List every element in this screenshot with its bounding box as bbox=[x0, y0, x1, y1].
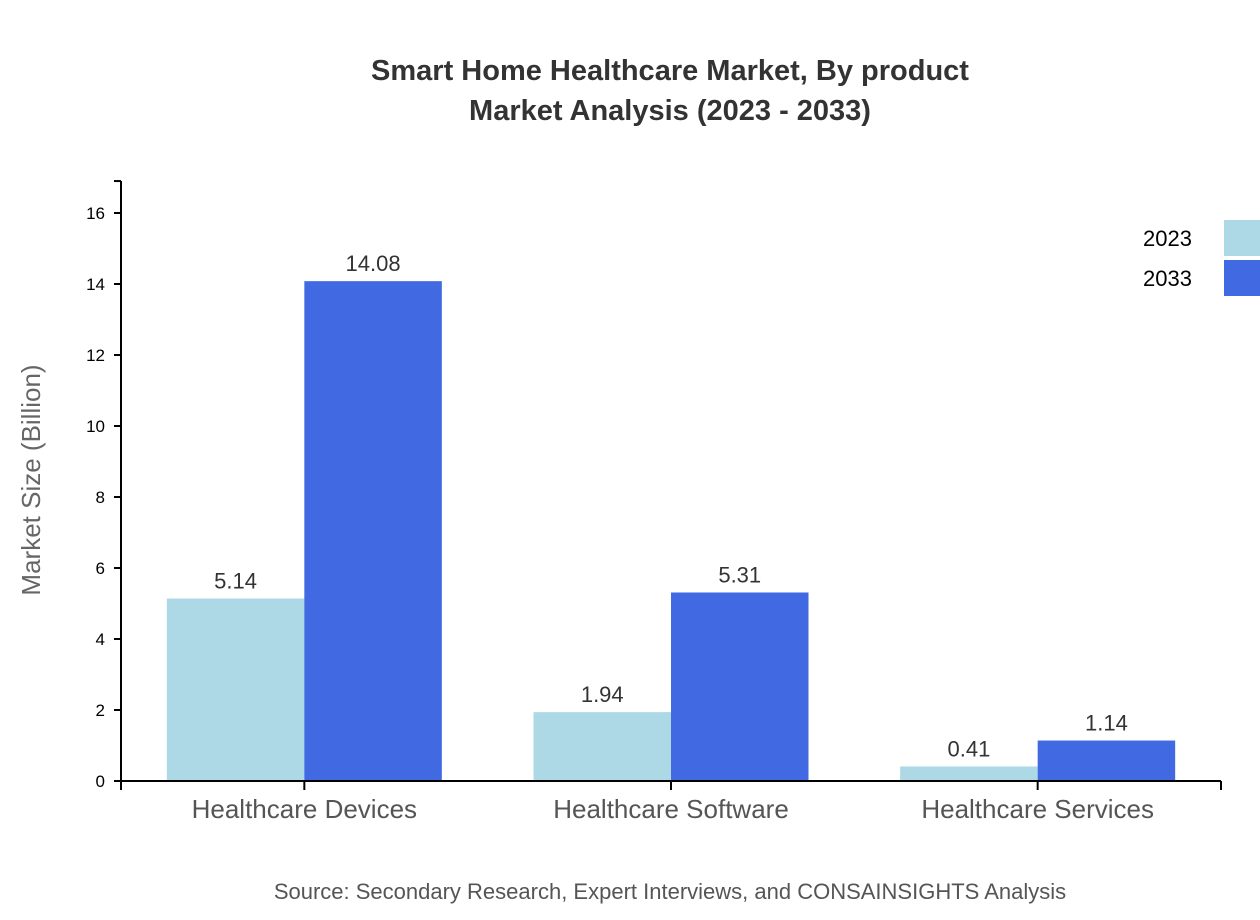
bar-2033 bbox=[1037, 740, 1176, 781]
legend-label: 2033 bbox=[1143, 266, 1192, 291]
legend-label: 2023 bbox=[1143, 226, 1192, 251]
y-tick-label: 16 bbox=[86, 204, 105, 223]
chart-title: Smart Home Healthcare Market, By product bbox=[371, 55, 969, 87]
y-tick-label: 8 bbox=[96, 488, 105, 507]
bar-2023 bbox=[533, 712, 671, 781]
data-label: 0.41 bbox=[948, 736, 991, 761]
data-label: 5.14 bbox=[214, 569, 257, 594]
x-axis: Healthcare Devices Healthcare Software Hea… bbox=[120, 780, 1222, 824]
data-label: 1.94 bbox=[581, 682, 624, 707]
y-tick-label: 0 bbox=[96, 772, 105, 791]
bar-2033 bbox=[304, 281, 442, 781]
y-tick-label: 10 bbox=[86, 417, 105, 436]
y-axis: 0 2 4 6 8 10 12 14 16 bbox=[86, 180, 122, 791]
data-label: 1.14 bbox=[1085, 711, 1128, 736]
legend: 2023 2033 bbox=[1143, 220, 1260, 296]
bar-2023 bbox=[900, 766, 1038, 781]
y-tick-label: 2 bbox=[96, 701, 105, 720]
y-tick-label: 4 bbox=[96, 630, 105, 649]
y-axis-label: Market Size (Billion) bbox=[16, 364, 46, 595]
source-note: Source: Secondary Research, Expert Inter… bbox=[274, 879, 1066, 904]
data-label: 5.31 bbox=[718, 562, 761, 587]
y-tick-label: 14 bbox=[86, 275, 105, 294]
legend-swatch bbox=[1224, 220, 1260, 256]
x-tick-label: Healthcare Devices bbox=[192, 794, 417, 824]
x-tick-label: Healthcare Services bbox=[921, 794, 1154, 824]
legend-swatch bbox=[1224, 260, 1260, 296]
chart-subtitle: Market Analysis (2023 - 2033) bbox=[469, 95, 871, 127]
y-tick-label: 6 bbox=[96, 559, 105, 578]
bar-2023 bbox=[166, 598, 305, 781]
bar-2033 bbox=[671, 592, 809, 781]
y-tick-label: 12 bbox=[86, 346, 105, 365]
data-label: 14.08 bbox=[346, 251, 401, 276]
x-tick-label: Healthcare Software bbox=[553, 794, 789, 824]
